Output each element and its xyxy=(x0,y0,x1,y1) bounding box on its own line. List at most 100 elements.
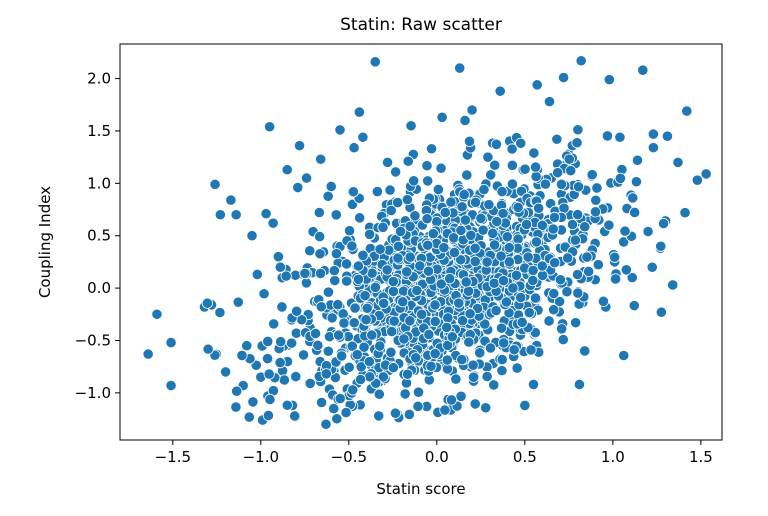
scatter-point xyxy=(373,410,385,422)
scatter-point xyxy=(456,201,468,213)
scatter-point xyxy=(554,274,567,286)
scatter-point xyxy=(214,209,226,221)
scatter-point xyxy=(490,138,503,150)
scatter-point xyxy=(275,336,287,348)
scatter-point xyxy=(358,341,370,353)
scatter-point xyxy=(536,260,548,272)
scatter-point xyxy=(667,279,679,291)
scatter-point xyxy=(455,390,467,402)
scatter-point xyxy=(232,296,244,308)
scatter-point xyxy=(381,264,393,276)
scatter-point xyxy=(389,407,402,419)
scatter-point xyxy=(445,394,458,406)
scatter-point xyxy=(313,206,325,219)
scatter-point xyxy=(262,335,274,348)
scatter-point xyxy=(529,292,542,304)
scatter-point xyxy=(438,242,450,254)
scatter-point xyxy=(551,133,563,145)
scatter-point xyxy=(480,402,492,414)
scatter-point xyxy=(322,286,335,298)
scatter-point xyxy=(272,251,285,263)
scatter-point xyxy=(369,281,381,293)
scatter-point xyxy=(516,316,528,328)
scatter-point xyxy=(496,365,508,377)
scatter-point xyxy=(247,396,259,408)
scatter-point xyxy=(371,185,383,198)
scatter-point xyxy=(563,153,575,165)
scatter-point xyxy=(444,272,456,285)
scatter-point xyxy=(494,85,506,97)
scatter-point xyxy=(441,354,453,366)
scatter-point xyxy=(548,304,560,316)
scatter-point xyxy=(225,194,237,206)
y-axis-label: Coupling Index xyxy=(36,186,54,298)
scatter-point xyxy=(404,251,416,263)
scatter-point xyxy=(409,210,421,222)
scatter-point xyxy=(445,196,457,208)
scatter-point xyxy=(220,366,232,378)
scatter-point xyxy=(531,79,543,91)
scatter-point xyxy=(515,291,527,304)
scatter-point xyxy=(401,194,413,206)
scatter-point xyxy=(543,315,555,327)
scatter-point xyxy=(543,96,556,108)
scatter-point xyxy=(385,346,397,358)
scatter-point xyxy=(455,224,467,236)
scatter-point xyxy=(462,285,475,297)
scatter-point xyxy=(312,339,324,351)
scatter-point xyxy=(392,196,404,209)
scatter-point xyxy=(387,275,399,288)
scatter-point xyxy=(347,384,359,396)
scatter-point xyxy=(557,71,570,84)
scatter-point xyxy=(331,413,343,425)
scatter-point xyxy=(421,213,433,225)
scatter-point xyxy=(403,408,415,421)
scatter-point xyxy=(572,208,584,221)
scatter-point xyxy=(549,257,561,269)
scatter-point xyxy=(274,357,286,369)
scatter-point xyxy=(479,318,491,330)
scatter-point xyxy=(661,130,674,142)
scatter-point xyxy=(500,296,513,308)
scatter-point xyxy=(410,352,422,364)
scatter-point xyxy=(558,202,570,214)
scatter-point xyxy=(601,130,614,142)
scatter-point xyxy=(679,207,691,219)
scatter-point xyxy=(330,248,343,260)
scatter-point xyxy=(582,265,595,278)
scatter-point xyxy=(573,378,586,391)
scatter-point xyxy=(274,261,286,273)
scatter-point xyxy=(431,216,443,228)
y-tick-label: −1.0 xyxy=(75,384,111,402)
scatter-point xyxy=(352,273,365,285)
scatter-point xyxy=(423,328,435,341)
scatter-point xyxy=(586,169,598,181)
scatter-point xyxy=(572,181,585,193)
scatter-point xyxy=(555,178,568,190)
scatter-point xyxy=(618,349,630,362)
scatter-point xyxy=(469,196,482,208)
scatter-point xyxy=(590,194,602,206)
scatter-point xyxy=(264,121,276,133)
scatter-point xyxy=(467,359,479,371)
scatter-point xyxy=(657,217,670,230)
y-tick-label: 0.5 xyxy=(87,227,111,245)
scatter-point xyxy=(469,398,481,410)
scatter-point xyxy=(503,256,515,268)
scatter-point xyxy=(520,218,533,231)
scatter-point xyxy=(491,215,503,228)
scatter-point xyxy=(506,159,518,171)
scatter-point xyxy=(619,225,631,237)
scatter-point xyxy=(501,231,513,243)
scatter-point xyxy=(388,315,400,327)
scatter-point xyxy=(497,275,510,287)
scatter-point xyxy=(475,212,487,224)
scatter-point xyxy=(202,343,214,355)
scatter-point xyxy=(230,401,242,413)
scatter-point xyxy=(261,352,274,365)
scatter-point xyxy=(328,265,340,277)
scatter-point xyxy=(416,308,428,320)
scatter-point xyxy=(322,190,334,202)
scatter-point xyxy=(404,220,416,232)
